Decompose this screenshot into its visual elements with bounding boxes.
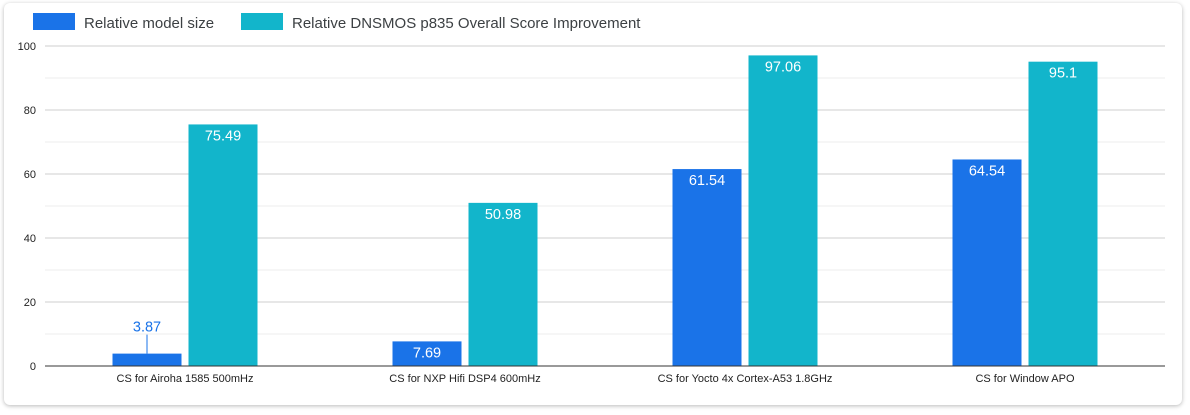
y-tick-label: 100	[18, 41, 36, 53]
data-label-dnsmos: 95.1	[1049, 66, 1077, 82]
y-tick-label: 40	[24, 233, 36, 245]
y-tick-label: 60	[24, 169, 36, 181]
y-tick-label: 20	[24, 297, 36, 309]
data-label-model-size: 64.54	[969, 163, 1005, 179]
x-category-label: CS for Yocto 4x Cortex-A53 1.8GHz	[658, 373, 833, 385]
data-label-dnsmos: 97.06	[765, 59, 801, 75]
x-category-label: CS for Airoha 1585 500mHz	[117, 373, 254, 385]
bar-dnsmos	[1028, 61, 1098, 367]
legend-swatch-model-size	[33, 13, 75, 30]
legend-label-model-size: Relative model size	[84, 15, 214, 32]
x-category-label: CS for NXP Hifi DSP4 600mHz	[389, 373, 540, 385]
bar-model-size	[952, 159, 1022, 366]
legend-swatch-dnsmos	[241, 13, 283, 30]
y-axis: 0 20 40 60 80 100	[18, 41, 36, 373]
data-label-model-size: 7.69	[413, 345, 441, 361]
data-label-model-size: 61.54	[689, 173, 725, 189]
bar-model-size	[672, 169, 742, 366]
bar-dnsmos	[468, 202, 538, 366]
bar-dnsmos	[748, 55, 818, 367]
bar-model-size	[392, 341, 462, 366]
chart-bars: 3.87 75.49 7.69 50.98 61.54 97.06 64.54 95.1	[112, 55, 1098, 367]
y-tick-label: 0	[30, 361, 36, 373]
bar-model-size	[112, 353, 182, 366]
data-label-dnsmos: 50.98	[485, 207, 521, 223]
data-label-dnsmos: 75.49	[205, 128, 241, 144]
chart-legend: Relative model size Relative DNSMOS p835…	[33, 13, 641, 32]
legend-label-dnsmos: Relative DNSMOS p835 Overall Score Impro…	[292, 15, 641, 32]
bar-dnsmos	[188, 124, 258, 366]
data-label-model-size: 3.87	[133, 320, 161, 336]
x-category-label: CS for Window APO	[975, 373, 1074, 385]
y-tick-label: 80	[24, 105, 36, 117]
x-axis: CS for Airoha 1585 500mHz CS for NXP Hifi…	[45, 365, 1165, 385]
